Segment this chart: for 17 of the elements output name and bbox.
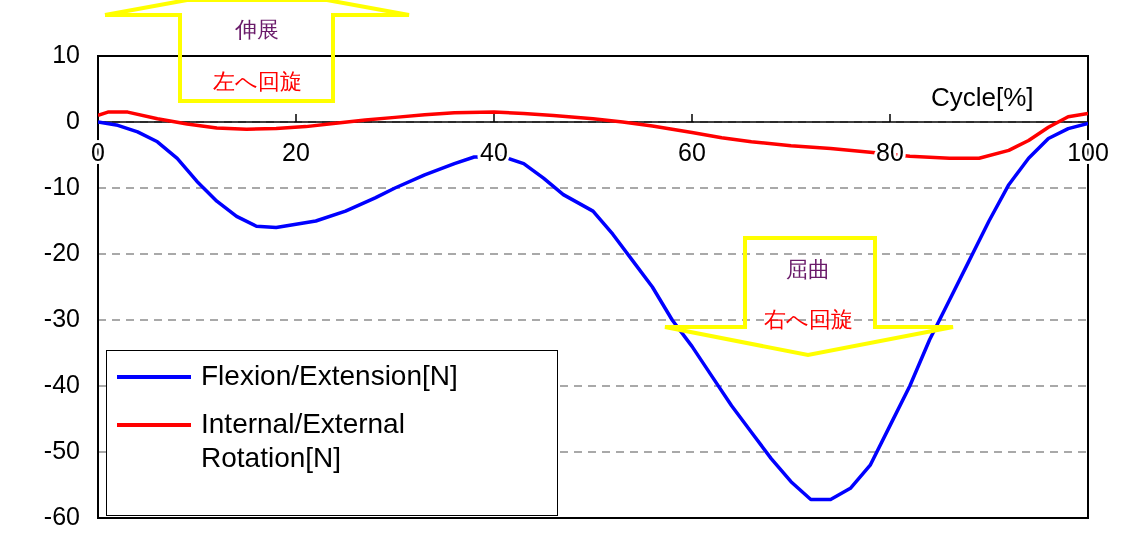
x-axis-title: Cycle[%] — [930, 82, 1034, 113]
legend-label: Internal/External Rotation[N] — [201, 407, 406, 475]
annotation: 右へ回旋 — [762, 306, 854, 334]
x-tick-label: 60 — [678, 137, 706, 166]
legend-label: Flexion/Extension[N] — [201, 359, 458, 393]
y-tick-label: 0 — [66, 105, 80, 134]
y-tick-label: -40 — [43, 369, 80, 398]
annotation: 屈曲 — [785, 256, 831, 284]
y-tick-label: -20 — [43, 237, 80, 266]
y-tick-label: -60 — [43, 501, 80, 530]
y-tick-label: -10 — [43, 171, 80, 200]
x-tick-label: 20 — [282, 137, 310, 166]
annotation: 左へ回旋 — [211, 68, 303, 96]
y-tick-label: -30 — [43, 303, 80, 332]
y-tick-label: 10 — [52, 39, 80, 68]
y-tick-label: -50 — [43, 435, 80, 464]
text: 伸展 — [234, 16, 280, 44]
